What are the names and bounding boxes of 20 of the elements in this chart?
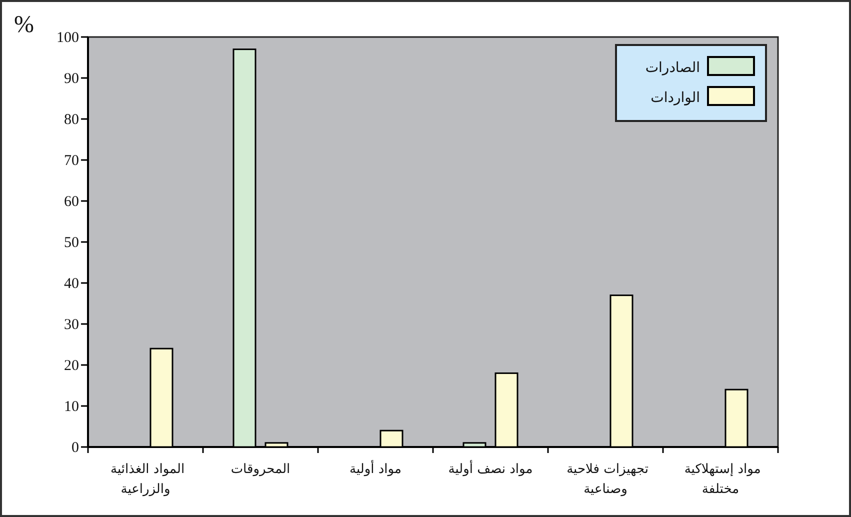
y-tick-label: 70 bbox=[64, 153, 79, 169]
y-tick-label: 40 bbox=[64, 276, 79, 292]
x-tick-label: المواد الغذائية والزراعية bbox=[106, 462, 185, 497]
y-tick-label: 30 bbox=[64, 317, 79, 333]
x-tick-label: تجهيزات فلاحية وصناعية bbox=[562, 462, 649, 497]
y-tick-label: 60 bbox=[64, 194, 79, 210]
y-tick-label: 10 bbox=[64, 399, 79, 415]
x-tick-label: مواد إستهلاكية مختلفة bbox=[680, 462, 761, 497]
legend-label: الواردات bbox=[650, 90, 700, 106]
y-axis-title: % bbox=[14, 12, 34, 38]
x-tick-label: مواد نصف أولية bbox=[448, 460, 533, 477]
y-tick-label: 100 bbox=[56, 30, 79, 46]
y-tick-label: 90 bbox=[64, 71, 79, 87]
x-tick-label: مواد أولية bbox=[350, 460, 402, 477]
y-tick-label: 50 bbox=[64, 235, 79, 251]
legend-label: الصادرات bbox=[645, 60, 700, 76]
y-tick-label: 0 bbox=[72, 440, 79, 456]
x-tick-label: المحروقات bbox=[230, 462, 290, 477]
y-tick-label: 20 bbox=[64, 358, 79, 374]
y-tick-label: 80 bbox=[64, 112, 79, 128]
